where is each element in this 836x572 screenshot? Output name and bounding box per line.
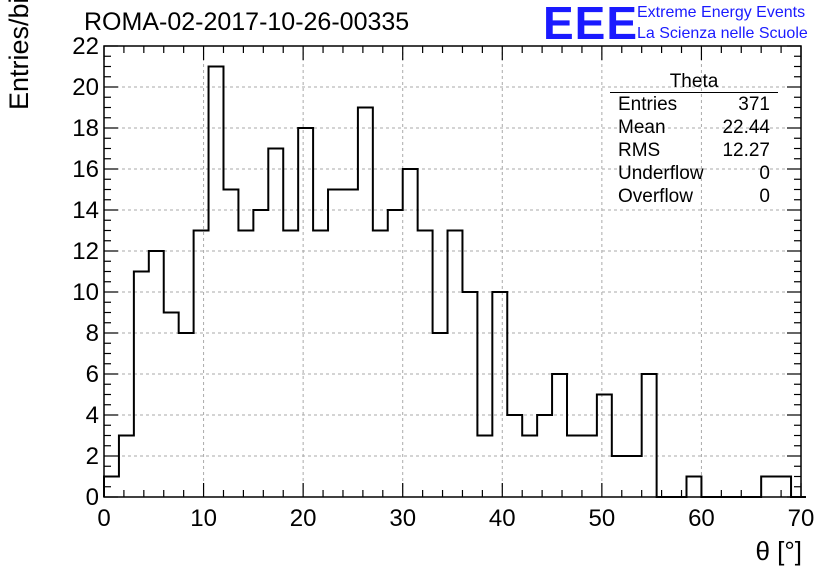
x-tick-label: 30	[389, 505, 416, 532]
histogram-bin	[164, 313, 179, 498]
histogram-bin	[238, 231, 253, 498]
histogram-bin	[448, 231, 463, 498]
histogram-outline	[103, 65, 806, 498]
stats-label: Entries	[618, 94, 678, 115]
y-tick-label: 4	[86, 402, 99, 429]
histogram-bin	[209, 67, 224, 498]
histogram-bin	[194, 231, 209, 498]
y-tick-label: 18	[72, 115, 99, 142]
histogram-bin	[552, 374, 567, 497]
histogram-bin	[328, 190, 343, 498]
stats-row-rms: RMS 12.27	[610, 139, 778, 162]
histogram-bin	[507, 415, 522, 497]
y-tick-label: 12	[72, 238, 99, 265]
histogram-bin	[358, 108, 373, 498]
y-tick-label: 6	[86, 361, 99, 388]
y-tick-label: 14	[72, 197, 99, 224]
histogram-bin	[119, 436, 134, 498]
y-tick-label: 8	[86, 320, 99, 347]
eee-logo: EEE	[543, 0, 639, 49]
y-tick-label: 10	[72, 279, 99, 306]
y-tick-label: 20	[72, 74, 99, 101]
histogram-bin	[567, 436, 582, 498]
histogram-bin	[477, 436, 492, 498]
stats-row-entries: Entries 371	[610, 93, 778, 116]
brand-line-1: Extreme Energy Events	[637, 4, 806, 21]
histogram-bin	[298, 128, 313, 497]
histogram-bin	[627, 456, 642, 497]
stats-value: 0	[759, 163, 770, 184]
x-tick-label: 0	[97, 505, 110, 532]
histogram-bin	[612, 456, 627, 497]
x-axis-label: θ [°]	[755, 536, 802, 566]
y-tick-label: 16	[72, 156, 99, 183]
histogram-bin	[642, 374, 657, 497]
histogram-bin	[223, 190, 238, 498]
histogram-bin	[373, 231, 388, 498]
histogram-bin	[686, 477, 701, 498]
histogram-bin	[433, 333, 448, 497]
stats-label: RMS	[618, 140, 661, 161]
x-tick-label: 10	[190, 505, 217, 532]
histogram-bin	[388, 210, 403, 497]
histogram-bin	[179, 333, 194, 497]
stats-row-mean: Mean 22.44	[610, 116, 778, 139]
stats-row-overflow: Overflow 0	[610, 185, 778, 208]
stats-label: Overflow	[618, 186, 693, 207]
x-tick-label: 40	[489, 505, 516, 532]
histogram-bin	[492, 292, 507, 497]
histogram-bin	[597, 395, 612, 498]
y-tick-label: 22	[72, 33, 99, 60]
histogram-bin	[537, 415, 552, 497]
x-tick-label: 50	[589, 505, 616, 532]
stats-box: Theta Entries 371 Mean 22.44 RMS 12.27 U…	[610, 72, 778, 208]
histogram-bin	[403, 169, 418, 497]
y-tick-label: 2	[86, 443, 99, 470]
chart-title: ROMA-02-2017-10-26-00335	[84, 8, 410, 36]
histogram-bin	[776, 477, 791, 498]
histogram-bin	[134, 272, 149, 498]
stats-label: Mean	[618, 117, 666, 138]
histogram-bin	[268, 149, 283, 498]
histogram-bin	[522, 436, 537, 498]
histogram-bin	[253, 210, 268, 497]
histogram-bin	[761, 477, 776, 498]
y-tick-label: 0	[86, 484, 99, 511]
histogram-bin	[149, 251, 164, 497]
stats-title: Theta	[610, 72, 778, 93]
histogram-bin	[582, 436, 597, 498]
histogram-bin	[283, 231, 298, 498]
x-tick-label: 70	[788, 505, 815, 532]
stats-value: 371	[738, 94, 770, 115]
brand-line-2: La Scienza nelle Scuole	[637, 25, 808, 42]
x-tick-label: 60	[688, 505, 715, 532]
stats-value: 0	[759, 186, 770, 207]
stats-label: Underflow	[618, 163, 704, 184]
histogram-bin	[343, 190, 358, 498]
x-tick-label: 20	[290, 505, 317, 532]
histogram-bin	[418, 231, 433, 498]
stats-row-underflow: Underflow 0	[610, 162, 778, 185]
histogram-bin	[462, 292, 477, 497]
stats-value: 12.27	[722, 140, 770, 161]
histogram-bin	[313, 231, 328, 498]
stats-value: 22.44	[722, 117, 770, 138]
